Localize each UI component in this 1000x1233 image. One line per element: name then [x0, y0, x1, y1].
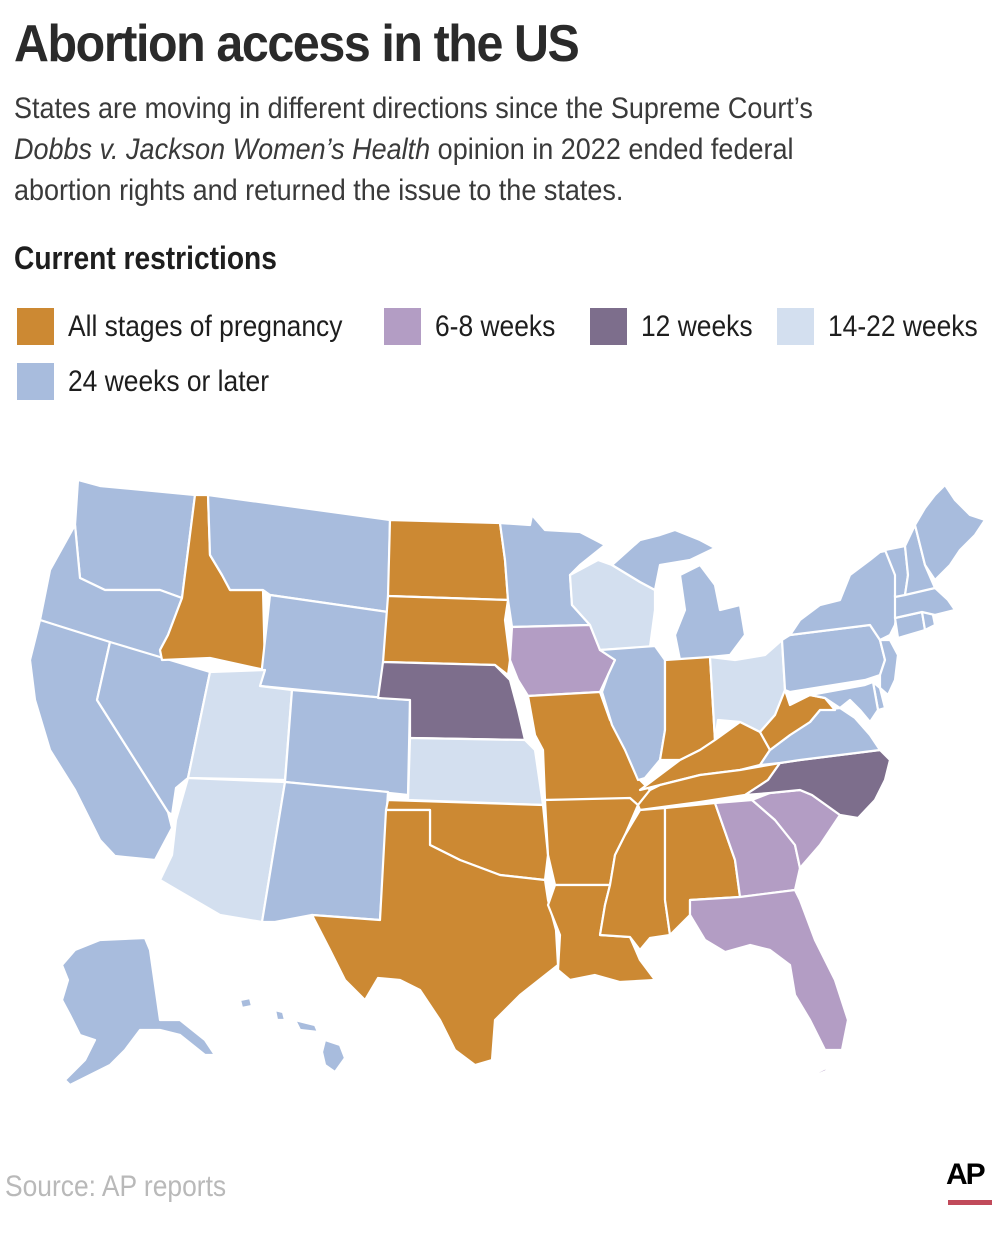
state-AK — [60, 936, 217, 1087]
subtitle-line-2: opinion in 2022 ended federal — [430, 133, 794, 166]
ap-logo: AP — [946, 1160, 994, 1208]
legend-swatch-24-weeks — [17, 363, 54, 400]
source-note: Source: AP reports — [5, 1170, 227, 1203]
subtitle: States are moving in different direction… — [14, 88, 914, 211]
legend-item-24-weeks: 24 weeks or later — [17, 363, 296, 400]
ap-logo-bar — [948, 1200, 992, 1205]
legend-title: Current restrictions — [14, 240, 277, 276]
state-HI-1 — [238, 996, 254, 1010]
case-name: Dobbs v. Jackson Women’s Health — [14, 133, 431, 166]
legend-item-all-stages: All stages of pregnancy — [17, 308, 380, 345]
state-WY — [258, 593, 390, 700]
legend-swatch-6-8-weeks — [384, 308, 421, 345]
state-NM — [260, 780, 390, 924]
legend-label: 24 weeks or later — [68, 364, 270, 398]
subtitle-line-3: abortion rights and returned the issue t… — [14, 174, 624, 207]
ap-logo-text: AP — [946, 1158, 986, 1191]
legend-label: All stages of pregnancy — [68, 309, 343, 343]
us-map — [0, 460, 1000, 1120]
legend-swatch-all-stages — [17, 308, 54, 345]
state-HI-big — [320, 1038, 347, 1074]
state-MD — [808, 680, 880, 724]
state-NJ — [878, 638, 900, 697]
legend-item-12-weeks: 12 weeks — [590, 308, 768, 345]
legend-label: 6-8 weeks — [435, 309, 556, 343]
state-MI — [673, 563, 747, 662]
state-ME — [913, 483, 987, 582]
legend-swatch-12-weeks — [590, 308, 627, 345]
legend-item-6-8-weeks: 6-8 weeks — [384, 308, 572, 345]
state-MA — [893, 586, 957, 620]
state-CO — [283, 688, 412, 797]
state-FL — [688, 888, 850, 1052]
state-NY — [788, 548, 900, 642]
state-WV — [758, 688, 837, 752]
legend-item-14-22-weeks: 14-22 weeks — [777, 308, 998, 345]
state-WI — [568, 558, 657, 652]
legend-swatch-14-22-weeks — [777, 308, 814, 345]
state-MN — [498, 513, 607, 629]
state-WA — [73, 478, 197, 600]
subtitle-line-1: States are moving in different direction… — [14, 92, 813, 125]
page-title: Abortion access in the US — [14, 15, 580, 73]
state-HI-3 — [293, 1018, 320, 1034]
state-FL-keys — [816, 1065, 830, 1076]
state-HI-2 — [273, 1008, 287, 1022]
legend-label: 14-22 weeks — [828, 309, 978, 343]
state-ND — [386, 518, 510, 602]
state-KS — [406, 736, 545, 807]
legend-label: 12 weeks — [641, 309, 753, 343]
state-MI-upper — [610, 528, 717, 592]
state-TX — [310, 808, 560, 1067]
